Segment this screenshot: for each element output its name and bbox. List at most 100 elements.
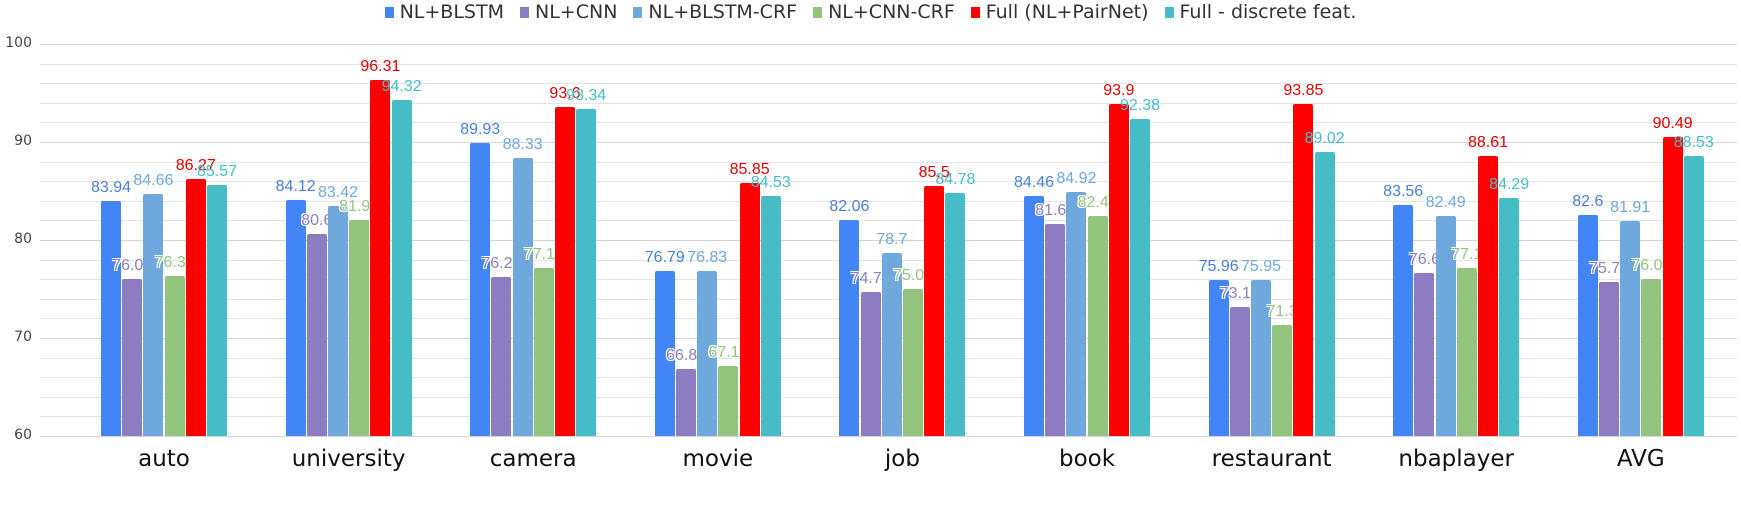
bar	[676, 369, 696, 436]
data-label: 96.31	[360, 58, 401, 76]
bar	[349, 220, 370, 436]
legend-item: Full (NL+PairNet)	[970, 1, 1149, 23]
data-label: 83.56	[1383, 183, 1424, 201]
data-label: 84.92	[1056, 169, 1097, 187]
bar	[839, 219, 860, 436]
data-label: 77.1	[1451, 246, 1483, 264]
legend-swatch-icon	[813, 6, 823, 18]
legend-item: NL+CNN	[520, 1, 617, 23]
gridline	[40, 240, 1737, 241]
bar	[370, 80, 391, 436]
data-label: 85.85	[729, 160, 770, 178]
data-label: 93.85	[1283, 82, 1324, 100]
data-label: 82.41	[1077, 194, 1118, 212]
bar	[1499, 197, 1520, 436]
bar	[576, 109, 597, 436]
bar	[903, 288, 923, 436]
data-label: 67.16	[708, 343, 749, 361]
data-label: 80.6	[301, 212, 333, 230]
data-label: 77.16	[523, 245, 564, 263]
chart-legend: NL+BLSTM NL+CNN NL+BLSTM-CRF NL+CNN-CRF Full…	[0, 0, 1741, 24]
x-category-label: book	[1058, 446, 1116, 472]
legend-swatch-icon	[633, 6, 643, 18]
bar	[1024, 196, 1044, 436]
data-label: 76.06	[112, 256, 153, 274]
gridline	[40, 83, 1737, 84]
bar	[470, 142, 491, 436]
legend-swatch-icon	[1164, 6, 1174, 18]
data-label: 83.94	[90, 179, 132, 197]
legend-label: Full (NL+PairNet)	[985, 1, 1149, 23]
legend-swatch-icon	[970, 6, 980, 18]
y-tick-label: 70	[14, 329, 32, 345]
bar	[1414, 273, 1435, 436]
data-label: 73.14	[1219, 285, 1260, 303]
data-label: 76.22	[481, 255, 522, 273]
data-label: 75.96	[1198, 257, 1239, 275]
legend-label: Full - discrete feat.	[1179, 1, 1357, 23]
bar	[1293, 104, 1314, 436]
data-label: 81.63	[1035, 202, 1076, 220]
data-label: 76.83	[687, 249, 728, 267]
bar	[1314, 151, 1335, 436]
data-label: 74.72	[850, 269, 891, 287]
legend-swatch-icon	[384, 6, 394, 18]
data-label: 84.29	[1489, 175, 1530, 193]
data-label: 84.78	[935, 171, 976, 189]
bar	[1435, 215, 1456, 436]
gridline	[40, 201, 1737, 202]
bar	[1620, 221, 1641, 436]
y-tick-label: 90	[14, 133, 32, 149]
bar	[860, 291, 881, 436]
data-label: 76.36	[154, 253, 195, 271]
bar	[207, 185, 227, 436]
data-label: 81.91	[1610, 199, 1651, 217]
bar	[1087, 216, 1108, 436]
x-category-label: restaurant	[1211, 446, 1332, 472]
data-label: 85.57	[196, 163, 238, 181]
bar	[555, 106, 575, 436]
data-label: 88.53	[1673, 134, 1714, 152]
data-label: 76.79	[644, 249, 685, 267]
legend-item: NL+BLSTM	[384, 1, 504, 23]
bar	[1683, 156, 1704, 436]
bar	[1108, 103, 1129, 436]
bar	[1208, 279, 1229, 436]
bar	[1478, 155, 1498, 436]
data-label: 75.04	[892, 266, 934, 284]
bar	[1272, 325, 1293, 436]
data-label: 81.99	[339, 198, 380, 216]
x-category-label: movie	[682, 446, 754, 472]
data-label: 84.66	[133, 172, 174, 190]
legend-item: Full - discrete feat.	[1164, 1, 1357, 23]
legend-item: NL+BLSTM-CRF	[633, 1, 797, 23]
data-label: 93.34	[566, 87, 607, 105]
data-label: 82.49	[1425, 193, 1466, 211]
bar	[1577, 214, 1598, 436]
x-category-label: job	[884, 446, 920, 472]
legend-swatch-icon	[520, 6, 529, 18]
bar	[285, 199, 306, 436]
data-label: 76.07	[1631, 256, 1672, 274]
data-label: 71.3	[1266, 303, 1298, 321]
gridline	[40, 122, 1737, 123]
bar	[1229, 307, 1250, 436]
bar	[760, 195, 781, 436]
data-label: 92.38	[1119, 96, 1161, 114]
data-label: 78.7	[876, 230, 908, 248]
bar	[654, 271, 675, 436]
data-label: 93.9	[1103, 81, 1135, 99]
data-label: 88.33	[502, 136, 543, 154]
bar	[1662, 137, 1683, 436]
data-label: 76.6	[1408, 251, 1440, 269]
bar	[328, 206, 348, 436]
data-label: 86.27	[175, 156, 216, 174]
bar	[533, 267, 554, 436]
x-category-label: nbaplayer	[1398, 446, 1514, 472]
y-tick-label: 80	[14, 231, 32, 247]
data-label: 82.06	[829, 197, 870, 215]
x-category-label: camera	[489, 446, 577, 472]
bar	[1251, 279, 1271, 436]
bar	[718, 365, 739, 436]
